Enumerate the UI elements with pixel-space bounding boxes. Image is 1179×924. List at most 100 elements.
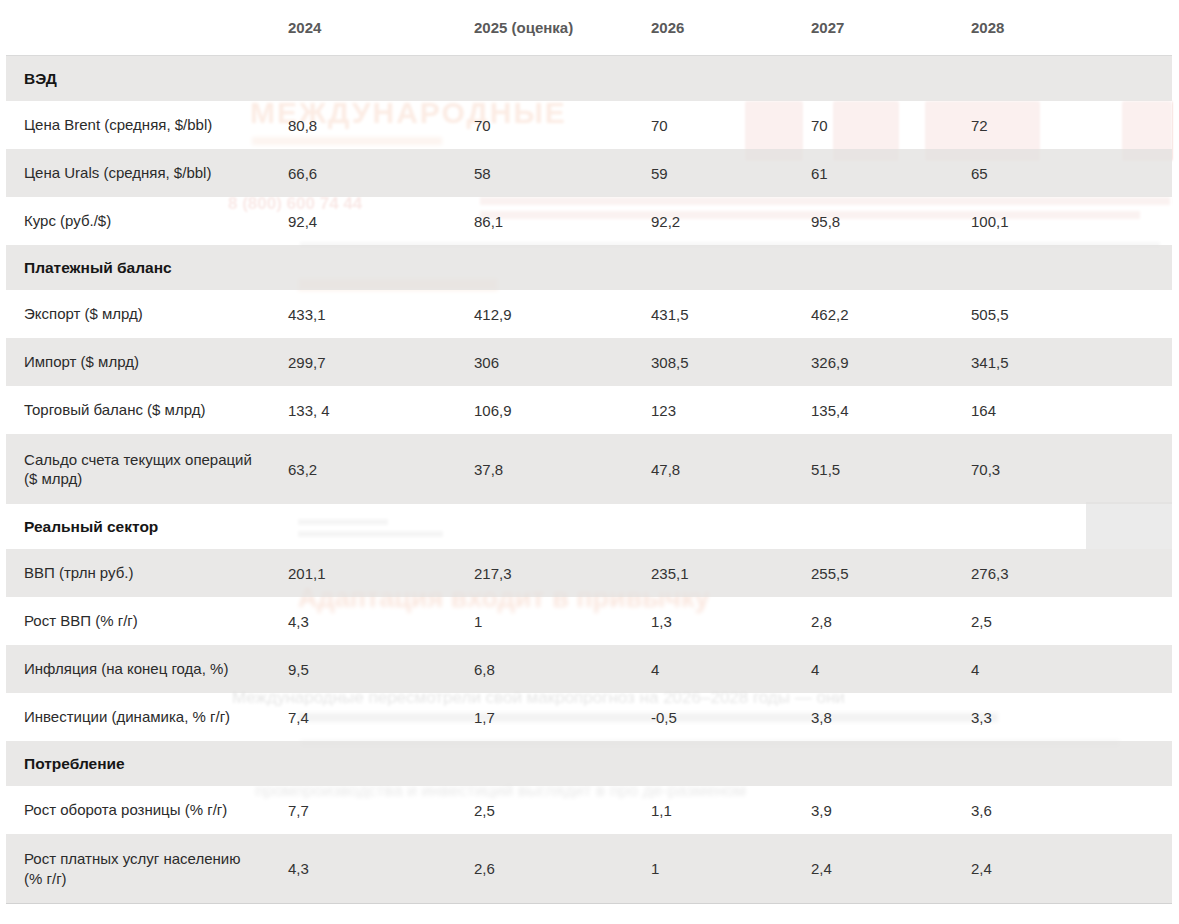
row-label: ВВП (трлн руб.): [24, 563, 272, 583]
row-label: Инфляция (на конец года, %): [24, 659, 272, 679]
row-label: Торговый баланс ($ млрд): [24, 400, 272, 420]
table-row-urals: Цена Urals (средняя, $/bbl) 66,6 58 59 6…: [6, 149, 1172, 197]
table-row-gdp: ВВП (трлн руб.) 201,1 217,3 235,1 255,5 …: [6, 549, 1172, 597]
table-row-investments: Инвестиции (динамика, % г/г) 7,4 1,7 -0,…: [6, 693, 1172, 741]
cell-2025: 412,9: [474, 306, 651, 323]
row-label: Экспорт ($ млрд): [24, 304, 272, 324]
row-label: Сальдо счета текущих операций ($ млрд): [24, 450, 272, 489]
cell-2028: 505,5: [971, 306, 1172, 323]
row-label: Инвестиции (динамика, % г/г): [24, 707, 272, 727]
section-title: Платежный баланс: [24, 259, 288, 277]
column-header-2027: 2027: [811, 19, 971, 36]
cell-2028: 70,3: [971, 461, 1172, 478]
row-label: Курс (руб./$): [24, 211, 272, 231]
cell-2024: 133, 4: [288, 402, 474, 419]
section-row-ved: ВЭД: [6, 56, 1172, 101]
section-title: Реальный сектор: [24, 518, 288, 536]
cell-2024: 92,4: [288, 213, 474, 230]
cell-2026: 59: [651, 165, 811, 182]
cell-2028: 276,3: [971, 565, 1172, 582]
table-row-exchange-rate: Курс (руб./$) 92,4 86,1 92,2 95,8 100,1: [6, 197, 1172, 245]
cell-2026: 123: [651, 402, 811, 419]
cell-2024: 4,3: [288, 860, 474, 877]
cell-2026: 4: [651, 661, 811, 678]
cell-2026: 235,1: [651, 565, 811, 582]
cell-2025: 2,6: [474, 860, 651, 877]
cell-2027: 2,8: [811, 613, 971, 630]
cell-2027: 4: [811, 661, 971, 678]
cell-2028: 2,4: [971, 860, 1172, 877]
cell-2026: 1: [651, 860, 811, 877]
cell-2026: 1,3: [651, 613, 811, 630]
cell-2024: 9,5: [288, 661, 474, 678]
table-row-paid-services: Рост платных услуг населению (% г/г) 4,3…: [6, 834, 1172, 904]
forecast-table: 2024 2025 (оценка) 2026 2027 2028 ВЭД Це…: [6, 0, 1172, 904]
row-label: Рост оборота розницы (% г/г): [24, 800, 272, 820]
table-row-trade-balance: Торговый баланс ($ млрд) 133, 4 106,9 12…: [6, 386, 1172, 434]
cell-2024: 63,2: [288, 461, 474, 478]
cell-2026: 431,5: [651, 306, 811, 323]
cell-2026: 70: [651, 117, 811, 134]
table-row-import: Импорт ($ млрд) 299,7 306 308,5 326,9 34…: [6, 338, 1172, 386]
cell-2026: 92,2: [651, 213, 811, 230]
cell-2028: 164: [971, 402, 1172, 419]
table-header-row: 2024 2025 (оценка) 2026 2027 2028: [6, 0, 1172, 56]
cell-2027: 3,9: [811, 802, 971, 819]
cell-2024: 433,1: [288, 306, 474, 323]
section-row-real-sector: Реальный сектор: [6, 504, 1172, 549]
column-header-2024: 2024: [288, 19, 474, 36]
cell-2025: 306: [474, 354, 651, 371]
cell-2028: 65: [971, 165, 1172, 182]
cell-2027: 3,8: [811, 709, 971, 726]
cell-2024: 7,4: [288, 709, 474, 726]
section-row-consumption: Потребление: [6, 741, 1172, 786]
cell-2026: -0,5: [651, 709, 811, 726]
row-label: Рост ВВП (% г/г): [24, 611, 272, 631]
cell-2025: 58: [474, 165, 651, 182]
table-row-current-account: Сальдо счета текущих операций ($ млрд) 6…: [6, 434, 1172, 504]
column-header-2025: 2025 (оценка): [474, 19, 651, 36]
cell-2028: 72: [971, 117, 1172, 134]
table-row-brent: Цена Brent (средняя, $/bbl) 80,8 70 70 7…: [6, 101, 1172, 149]
cell-2027: 95,8: [811, 213, 971, 230]
cell-2025: 217,3: [474, 565, 651, 582]
cell-2024: 66,6: [288, 165, 474, 182]
cell-2025: 6,8: [474, 661, 651, 678]
cell-2026: 308,5: [651, 354, 811, 371]
table-row-retail-growth: Рост оборота розницы (% г/г) 7,7 2,5 1,1…: [6, 786, 1172, 834]
cell-2028: 3,6: [971, 802, 1172, 819]
cell-2027: 255,5: [811, 565, 971, 582]
column-header-2026: 2026: [651, 19, 811, 36]
cell-2024: 7,7: [288, 802, 474, 819]
cell-2027: 326,9: [811, 354, 971, 371]
cell-2028: 100,1: [971, 213, 1172, 230]
row-label: Цена Urals (средняя, $/bbl): [24, 163, 272, 183]
cell-2027: 462,2: [811, 306, 971, 323]
cell-2025: 106,9: [474, 402, 651, 419]
cell-2025: 37,8: [474, 461, 651, 478]
cell-2027: 135,4: [811, 402, 971, 419]
table-row-gdp-growth: Рост ВВП (% г/г) 4,3 1 1,3 2,8 2,5: [6, 597, 1172, 645]
cell-2028: 4: [971, 661, 1172, 678]
table-row-inflation: Инфляция (на конец года, %) 9,5 6,8 4 4 …: [6, 645, 1172, 693]
cell-2028: 341,5: [971, 354, 1172, 371]
section-title: Потребление: [24, 755, 288, 773]
cell-2024: 80,8: [288, 117, 474, 134]
cell-2027: 61: [811, 165, 971, 182]
row-label: Импорт ($ млрд): [24, 352, 272, 372]
table-row-export: Экспорт ($ млрд) 433,1 412,9 431,5 462,2…: [6, 290, 1172, 338]
cell-2025: 70: [474, 117, 651, 134]
section-title: ВЭД: [24, 70, 288, 88]
row-label: Рост платных услуг населению (% г/г): [24, 849, 272, 888]
cell-2026: 1,1: [651, 802, 811, 819]
column-header-2028: 2028: [971, 19, 1172, 36]
section-row-balance-of-payments: Платежный баланс: [6, 245, 1172, 290]
cell-2024: 4,3: [288, 613, 474, 630]
cell-2024: 201,1: [288, 565, 474, 582]
cell-2025: 86,1: [474, 213, 651, 230]
row-label: Цена Brent (средняя, $/bbl): [24, 115, 272, 135]
cell-2024: 299,7: [288, 354, 474, 371]
cell-2026: 47,8: [651, 461, 811, 478]
cell-2027: 51,5: [811, 461, 971, 478]
cell-2028: 2,5: [971, 613, 1172, 630]
